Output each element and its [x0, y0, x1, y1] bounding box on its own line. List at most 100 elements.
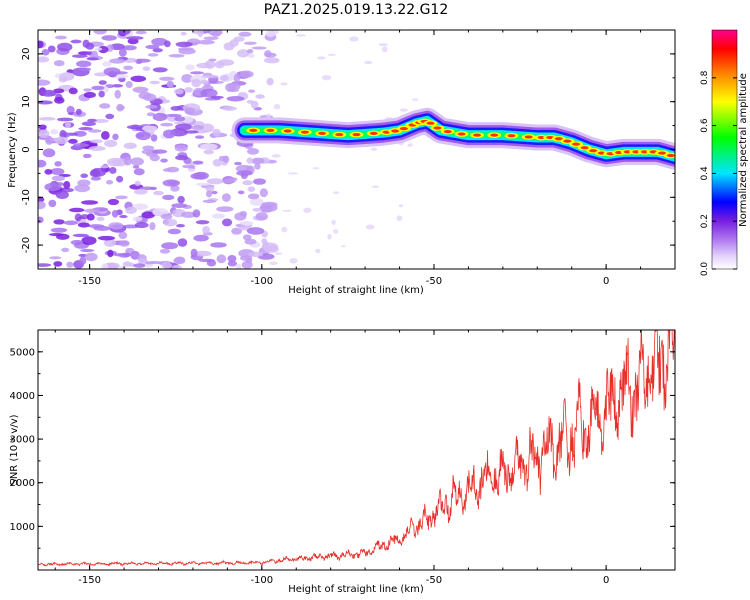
noise-blob: [202, 199, 217, 203]
y-tick-label: -10: [21, 189, 32, 205]
noise-blob: [107, 249, 114, 258]
colorbar-tick-label: 0.4: [700, 166, 710, 181]
noise-blob: [126, 36, 144, 40]
noise-blob: [333, 191, 340, 194]
noise-blob: [280, 82, 288, 86]
noise-blob: [135, 30, 147, 35]
noise-blob: [227, 254, 237, 263]
noise-blob: [132, 203, 149, 211]
noise-blob: [161, 262, 173, 269]
ridge-hotspot: [391, 129, 400, 133]
noise-blob: [56, 117, 74, 122]
noise-blob: [212, 128, 221, 137]
noise-blob: [98, 45, 109, 54]
y-tick-label: 20: [21, 48, 32, 61]
noise-blob: [38, 201, 46, 210]
noise-blob: [163, 129, 176, 139]
snr-frame: [37, 329, 676, 571]
noise-blob: [226, 96, 245, 102]
noise-blob: [251, 157, 265, 164]
noise-blob: [84, 252, 98, 262]
noise-blob: [143, 93, 157, 102]
noise-blob: [227, 260, 238, 267]
y-tick-label: 10: [21, 95, 32, 108]
noise-blob: [152, 149, 168, 154]
noise-blob: [38, 100, 53, 105]
noise-blob: [247, 186, 256, 192]
noise-blob: [38, 79, 51, 86]
noise-blob: [111, 210, 119, 218]
noise-blob: [203, 149, 215, 155]
noise-blob: [238, 31, 252, 37]
noise-blob: [80, 248, 95, 253]
noise-blob: [91, 85, 105, 91]
noise-blob: [123, 156, 132, 166]
noise-blob: [248, 89, 256, 93]
noise-blob: [57, 42, 73, 52]
noise-blob: [86, 213, 95, 221]
noise-blob: [205, 190, 213, 198]
ridge-hotspot: [352, 132, 361, 137]
noise-blob: [90, 176, 102, 181]
noise-blob: [89, 139, 103, 144]
noise-blob: [130, 75, 147, 82]
noise-blob: [122, 45, 137, 51]
noise-blob: [321, 74, 332, 81]
noise-blob: [171, 203, 188, 209]
noise-blob: [112, 133, 119, 141]
noise-blob: [331, 219, 336, 225]
noise-blob: [74, 184, 91, 193]
noise-blob: [222, 106, 237, 111]
noise-blob: [221, 218, 233, 227]
ridge-hotspot: [318, 131, 327, 135]
noise-blob: [48, 199, 57, 208]
snr-ylabel: SNR (10 * v/v): [9, 414, 20, 485]
noise-blob: [72, 233, 89, 238]
noise-blob: [170, 185, 180, 192]
ridge-hotspot: [369, 131, 378, 135]
noise-blob: [38, 196, 45, 203]
noise-blob: [271, 154, 281, 158]
noise-blob: [163, 40, 171, 48]
noise-blob: [74, 213, 82, 222]
noise-blob: [44, 182, 62, 192]
noise-blob: [190, 248, 198, 258]
noise-blob: [259, 188, 268, 198]
noise-blob: [53, 88, 65, 94]
noise-blob: [132, 216, 143, 222]
noise-blob: [41, 49, 50, 56]
y-tick-label: 1000: [10, 522, 35, 533]
noise-blob: [59, 129, 67, 139]
noise-blob: [133, 263, 146, 268]
noise-blob: [177, 238, 188, 247]
noise-blob: [173, 88, 184, 95]
noise-blob: [53, 261, 63, 267]
x-tick-label: -100: [250, 276, 273, 287]
noise-blob: [105, 180, 114, 185]
ridge-hotspot: [572, 142, 581, 146]
x-tick-label: -50: [426, 575, 442, 586]
noise-blob: [135, 59, 143, 65]
colorbar-tick-label: 0.0: [700, 262, 710, 277]
spectrogram-xlabel: Height of straight line (km): [288, 285, 424, 296]
noise-blob: [38, 216, 44, 224]
noise-blob: [149, 186, 158, 191]
noise-blob: [175, 155, 189, 161]
ridge-hotspot: [473, 133, 482, 137]
noise-blob: [99, 103, 111, 109]
noise-blob: [247, 193, 260, 200]
noise-blob: [97, 235, 116, 241]
noise-blob: [42, 148, 56, 158]
noise-blob: [184, 87, 193, 93]
noise-blob: [132, 86, 149, 93]
noise-blob: [130, 157, 144, 166]
noise-blob: [104, 139, 118, 148]
noise-blob: [254, 163, 261, 170]
noise-blob: [77, 222, 90, 228]
noise-blob: [265, 52, 277, 58]
noise-blob: [79, 256, 87, 265]
colorbar-tick-label: 0.2: [700, 214, 710, 228]
noise-blob: [233, 73, 241, 83]
noise-blob: [246, 227, 265, 235]
